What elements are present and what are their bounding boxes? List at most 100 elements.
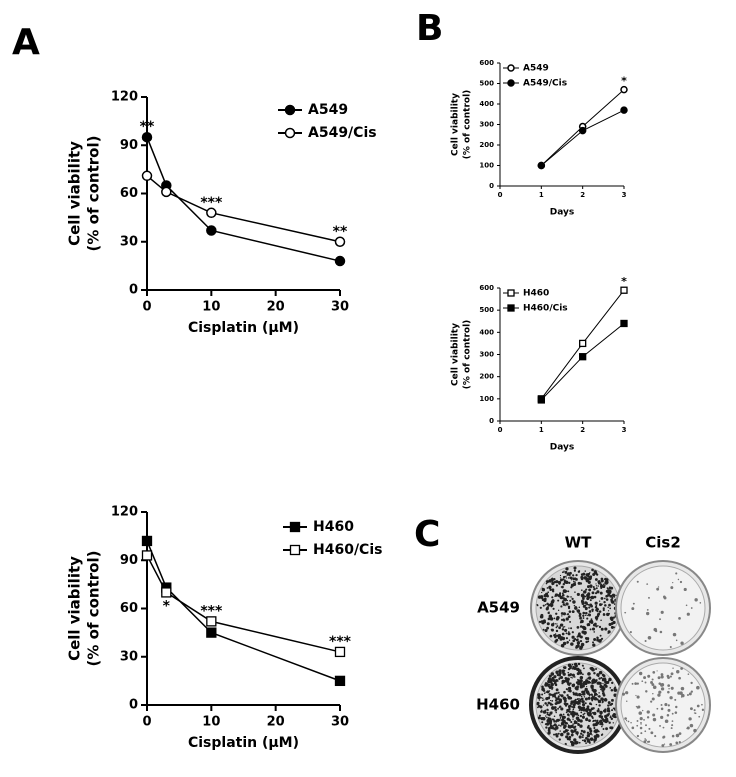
colony [546,690,550,694]
colony [604,714,608,719]
colony [601,702,603,704]
colony [550,672,555,676]
colony [550,589,552,591]
y-tick-label: 500 [479,306,494,314]
colony [548,691,550,693]
colony [570,712,574,716]
y-axis-label: (% of control) [85,551,103,667]
colony [591,591,595,595]
colony [603,683,607,687]
colony [557,701,561,704]
colony [567,613,570,616]
colony [593,741,596,743]
marker [620,319,628,328]
colony [570,586,573,589]
legend-label: H460 [313,519,354,535]
colony [663,596,667,600]
colony [601,725,603,728]
colony [548,604,551,607]
colony [580,732,583,735]
colony [579,719,583,723]
legend-label: A549 [523,64,549,74]
colony [547,696,551,700]
colony [607,606,609,608]
colony [631,726,635,730]
colony [594,592,598,595]
colony [672,667,674,669]
colony [550,602,552,605]
colony [559,730,561,732]
colony [589,599,592,602]
colony [560,707,564,711]
colony [561,600,564,604]
colony [566,574,568,576]
colony [595,618,598,621]
colony [653,627,658,632]
colony [547,679,551,684]
x-tick-label: 2 [580,191,585,199]
colony [576,609,581,613]
colony [588,588,592,592]
colony [565,617,569,621]
colony [544,621,547,624]
colony [589,681,592,684]
y-tick-label: 300 [479,351,494,359]
colony [597,625,599,627]
colony [605,727,608,731]
colony [599,712,603,715]
colony [557,697,560,700]
colony [557,593,562,598]
colony [557,609,560,611]
colony [607,593,611,597]
colony [582,611,585,615]
series-line [146,175,341,243]
colony [677,578,680,581]
y-axis-label: Cell viability [451,323,461,386]
colony [542,628,545,631]
colony [593,727,596,730]
annotation: * [163,598,171,614]
colony [586,705,590,709]
colony [598,580,601,582]
colony [667,690,670,694]
colony [579,698,583,701]
y-tick-label: 30 [120,234,138,249]
colony [680,667,683,670]
colony [660,707,664,711]
colony [587,585,590,588]
colony [590,604,593,608]
colony [560,732,564,737]
colony [593,631,596,633]
colony [551,718,553,720]
colony [594,606,598,609]
colony [593,738,597,742]
colony [583,631,587,635]
colony [667,704,670,707]
colony [599,720,603,724]
colony [593,570,597,574]
colony [597,675,600,678]
colony [582,665,584,667]
colony [644,730,647,733]
colony [571,677,573,679]
legend-label: H460 [523,289,549,299]
dish [620,565,706,651]
y-tick-label: 30 [120,649,138,664]
colony [554,640,558,643]
colony [659,630,663,634]
colony [681,693,685,698]
colony [650,681,653,684]
colony [548,721,552,725]
colony [580,729,584,733]
colony [586,614,588,617]
colony [552,679,556,682]
colony [541,591,543,594]
marker [206,616,217,627]
y-tick-label: 200 [479,373,494,381]
colony [563,730,566,734]
colony [557,695,560,698]
colony [611,593,616,597]
colony [598,714,602,718]
colony [676,670,680,674]
colony [590,586,592,589]
